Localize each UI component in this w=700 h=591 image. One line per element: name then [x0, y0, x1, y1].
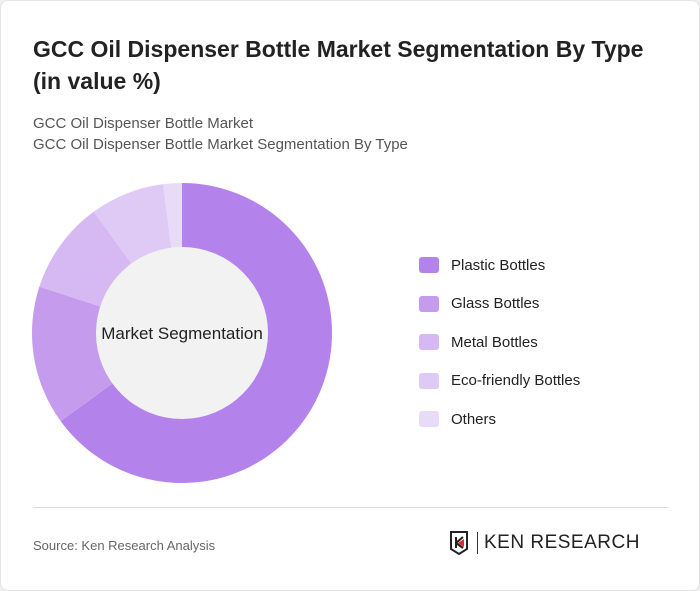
legend-label: Plastic Bottles	[451, 256, 546, 274]
legend-label: Glass Bottles	[451, 295, 540, 313]
legend-label: Eco-friendly Bottles	[451, 372, 581, 390]
legend: Plastic Bottles Glass Bottles Metal Bottle…	[419, 246, 580, 439]
donut-center	[96, 247, 268, 419]
legend-item[interactable]: Eco-friendly Bottles	[419, 362, 580, 401]
subtitle-segmentation: GCC Oil Dispenser Bottle Market Segmenta…	[33, 136, 408, 153]
legend-item[interactable]: Plastic Bottles	[419, 246, 580, 285]
legend-item[interactable]: Metal Bottles	[419, 323, 580, 362]
ken-research-logo: KEN RESEARCH	[449, 531, 640, 555]
subtitle-market: GCC Oil Dispenser Bottle Market	[33, 115, 254, 132]
legend-swatch	[419, 334, 439, 351]
logo-icon	[450, 531, 468, 555]
legend-swatch	[419, 295, 439, 312]
legend-item[interactable]: Others	[419, 400, 580, 439]
legend-item[interactable]: Glass Bottles	[419, 285, 580, 324]
logo-text: KEN RESEARCH	[477, 532, 640, 554]
donut-chart: Market Segmentation	[32, 183, 333, 484]
legend-label: Metal Bottles	[451, 333, 538, 351]
divider	[33, 507, 669, 508]
legend-swatch	[419, 411, 439, 428]
source-note: Source: Ken Research Analysis	[33, 538, 216, 553]
center-label: Market Segmentation	[101, 324, 263, 343]
legend-swatch	[419, 257, 439, 274]
legend-swatch	[419, 372, 439, 389]
chart-title: GCC Oil Dispenser Bottle Market Segmenta…	[33, 36, 644, 94]
legend-label: Others	[451, 410, 497, 428]
